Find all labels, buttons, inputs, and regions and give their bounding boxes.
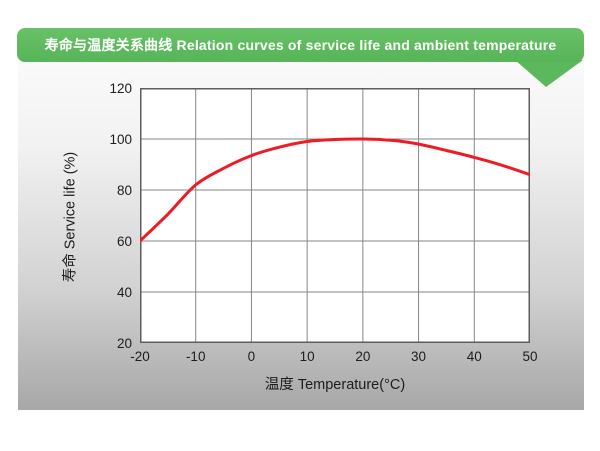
service-life-curve [140,137,530,243]
y-tick-label: 20 [116,336,132,351]
x-tick-label: -10 [185,349,206,364]
x-tick-label: 50 [522,349,538,364]
x-tick-label: 0 [247,349,256,364]
y-tick-label: 40 [116,285,132,300]
plot-border [140,88,530,343]
title-banner: 寿命与温度关系曲线 Relation curves of service lif… [17,28,584,62]
chart-title: 寿命与温度关系曲线 Relation curves of service lif… [44,37,557,53]
y-axis-title: 寿命 Service life (%) [62,151,79,283]
plot-background [140,88,530,343]
x-tick-label: -20 [130,349,150,364]
plot-area [140,88,530,343]
y-tick-label: 120 [109,81,132,96]
y-tick-label: 60 [116,234,132,249]
banner-tail-pointer [515,60,583,87]
banner-tail-shape [515,60,583,87]
x-tick-label: 40 [466,349,482,364]
y-tick-label: 80 [116,183,132,198]
x-tick-label: 30 [411,349,427,364]
x-axis-title: 温度 Temperature(°C) [264,377,406,393]
y-tick-label: 100 [109,132,132,147]
x-tick-label: 10 [299,349,315,364]
x-tick-label: 20 [355,349,371,364]
